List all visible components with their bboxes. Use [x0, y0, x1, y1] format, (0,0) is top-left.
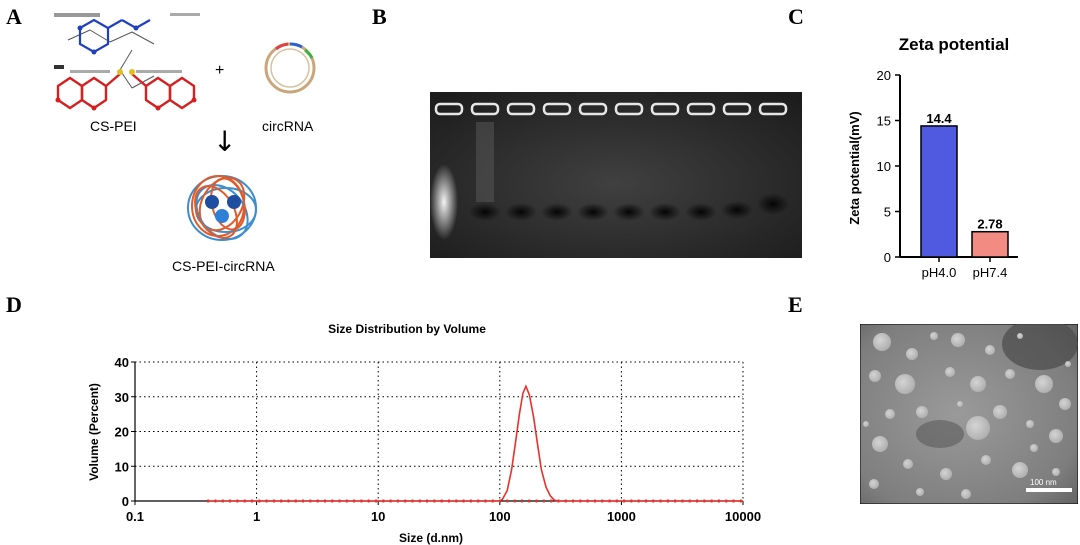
agarose-gel-image	[430, 92, 802, 258]
zeta-bar-value-label: 2.78	[977, 217, 1002, 232]
size-x-axis-label: Size (d.nm)	[399, 531, 463, 545]
down-arrow-icon: ↓	[213, 125, 237, 158]
reactant-2-label: circRNA	[262, 118, 314, 134]
zeta-bar-value-label: 14.4	[926, 111, 952, 126]
size-baseline-marker	[506, 499, 509, 503]
zeta-y-tick-label: 10	[877, 159, 891, 174]
circrna-icon	[262, 28, 318, 110]
zeta-chart-title: Zeta potential	[899, 35, 1010, 54]
zeta-bar	[920, 125, 958, 258]
size-y-tick-label: 30	[115, 390, 129, 405]
panel-label-b: B	[372, 4, 387, 29]
size-baseline-marker	[528, 499, 531, 503]
panel-label-d: D	[6, 292, 22, 317]
zeta-x-tick-label: pH4.0	[922, 265, 957, 280]
nanoparticle-complex-image	[178, 168, 266, 250]
zeta-bar	[971, 230, 1009, 258]
product-label: CS-PEI-circRNA	[172, 258, 275, 274]
size-baseline-marker	[535, 499, 538, 503]
zeta-y-tick-label: 0	[884, 250, 891, 265]
size-baseline-marker	[513, 499, 516, 503]
size-distribution-line	[208, 384, 743, 502]
zeta-potential-chart: Zeta potential Zeta potential(mV) 0 5 10 15…	[847, 35, 1018, 280]
panel-label-c: C	[788, 4, 804, 29]
reactant-1-label: CS-PEI	[90, 118, 137, 134]
size-y-tick-label: 40	[115, 355, 129, 370]
size-y-axis-label: Volume (Percent)	[87, 383, 101, 481]
size-baseline-marker	[542, 499, 545, 503]
plus-sign: +	[215, 62, 225, 79]
size-y-tick-label: 20	[115, 425, 129, 440]
zeta-y-tick-label: 15	[877, 114, 891, 129]
zeta-x-tick-label: pH7.4	[973, 265, 1008, 280]
zeta-y-tick-label: 5	[884, 205, 891, 220]
size-x-tick-label: 10	[371, 509, 385, 524]
size-x-tick-label: 10000	[725, 509, 761, 524]
panel-label-e: E	[788, 292, 803, 317]
size-x-tick-label: 1000	[607, 509, 636, 524]
zeta-y-axis-label: Zeta potential(mV)	[847, 111, 862, 224]
size-baseline-marker	[550, 499, 553, 503]
size-distribution-chart: Size Distribution by Volume Volume (Perc…	[87, 322, 761, 545]
tem-micrograph-image	[859, 318, 1079, 505]
scale-bar-label: 100 nm	[1030, 478, 1057, 487]
size-chart-title: Size Distribution by Volume	[328, 322, 486, 336]
size-y-tick-label: 0	[122, 494, 129, 509]
zeta-y-tick-label: 20	[877, 68, 891, 83]
cs-pei-structure-image	[50, 10, 210, 115]
size-x-tick-label: 0.1	[126, 509, 144, 524]
size-y-tick-label: 10	[115, 459, 129, 474]
size-x-tick-label: 1	[253, 509, 260, 524]
size-baseline-marker	[520, 499, 523, 503]
panel-label-a: A	[6, 4, 22, 29]
size-x-tick-label: 100	[489, 509, 511, 524]
